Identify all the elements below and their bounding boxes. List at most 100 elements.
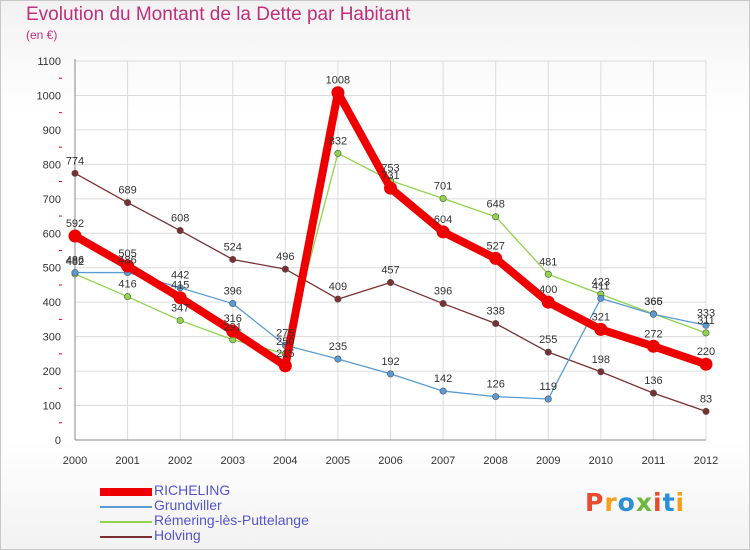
data-label: 400 [539,284,557,296]
data-point [649,389,657,397]
data-label: 527 [486,240,504,252]
y-tick-label: 300 [43,332,61,344]
data-point [176,284,184,292]
legend-swatch [100,506,152,508]
data-label: 457 [381,265,399,277]
data-label: 396 [434,286,452,298]
data-label: 250 [276,336,294,348]
data-label: 83 [700,393,712,405]
data-label: 366 [644,296,662,308]
y-tick-label: 1100 [37,56,61,68]
x-tick-label: 2001 [115,455,139,467]
data-label: 365 [644,296,662,308]
data-label: 333 [697,307,715,319]
x-tick-label: 2006 [378,455,402,467]
data-label: 774 [66,155,84,167]
data-label: 338 [486,306,504,318]
data-point [439,300,447,308]
x-tick-label: 2012 [694,455,718,467]
y-tick-label: 400 [43,297,61,309]
proxiti-logo: Proxiti [585,488,685,517]
logo-letter: i [653,488,663,517]
data-point [176,227,184,235]
y-tick-label: 700 [43,194,61,206]
data-point [594,322,608,336]
legend-swatch [100,488,152,496]
data-label: 505 [118,248,136,260]
y-tick-label: 600 [43,228,61,240]
data-label: 409 [329,281,347,293]
data-label: 415 [171,280,189,292]
logo-letter: i [675,488,686,517]
data-label: 423 [592,276,610,288]
x-tick-label: 2008 [483,455,507,467]
data-label: 689 [118,185,136,197]
x-tick-label: 2002 [168,455,192,467]
data-label: 136 [644,375,662,387]
x-tick-label: 2011 [642,455,666,467]
data-label: 220 [697,346,715,358]
data-point [597,294,605,302]
data-label: 275 [276,327,294,339]
logo-letter: o [617,488,636,517]
data-label: 198 [592,354,610,366]
x-tick-label: 2010 [589,455,613,467]
data-label: 396 [224,286,242,298]
data-label: 481 [539,256,557,268]
data-point [541,295,555,309]
data-point [384,181,397,195]
data-point [597,368,605,376]
data-label: 701 [434,180,452,192]
data-point [544,270,552,278]
y-tick-label: 100 [43,401,61,413]
data-point [544,348,552,356]
data-point [71,269,79,277]
data-label: 416 [118,279,136,291]
data-point [176,316,184,324]
data-label: 347 [171,302,189,314]
logo-letter: r [604,488,618,517]
data-point [226,324,240,338]
data-label: 126 [486,379,504,391]
data-label: 442 [171,270,189,282]
data-point [702,321,710,329]
legend-label: RICHELING [154,482,231,498]
data-point [489,251,503,265]
legend-swatch [100,521,152,523]
data-point [331,86,345,100]
legend-label: Grundviller [154,497,222,513]
data-point [702,407,710,415]
data-point [386,370,394,378]
y-tick-label: 900 [43,125,61,137]
data-point [71,169,79,177]
x-tick-label: 2000 [63,455,87,467]
data-label: 486 [118,255,136,267]
data-point [492,320,500,328]
data-label: 496 [276,251,294,263]
y-tick-label: 200 [43,366,61,378]
data-label: 753 [381,163,399,175]
data-label: 486 [66,255,84,267]
data-label: 648 [486,199,504,211]
data-point [649,310,657,318]
data-point [386,279,394,287]
x-tick-label: 2004 [273,455,297,467]
data-point [121,259,135,273]
data-point [334,149,342,157]
legend-swatch [100,536,152,538]
logo-letter: t [662,488,676,517]
data-point [492,213,500,221]
data-label: 291 [224,322,242,334]
data-label: 235 [329,341,347,353]
data-point [544,395,552,403]
data-label: 142 [434,373,452,385]
data-point [334,295,342,303]
chart-subtitle: (en €) [26,28,58,42]
data-point [439,387,447,395]
legend-label: Holving [154,527,201,543]
data-point [278,359,292,373]
y-tick-label: 800 [43,159,61,171]
data-point [699,357,713,371]
